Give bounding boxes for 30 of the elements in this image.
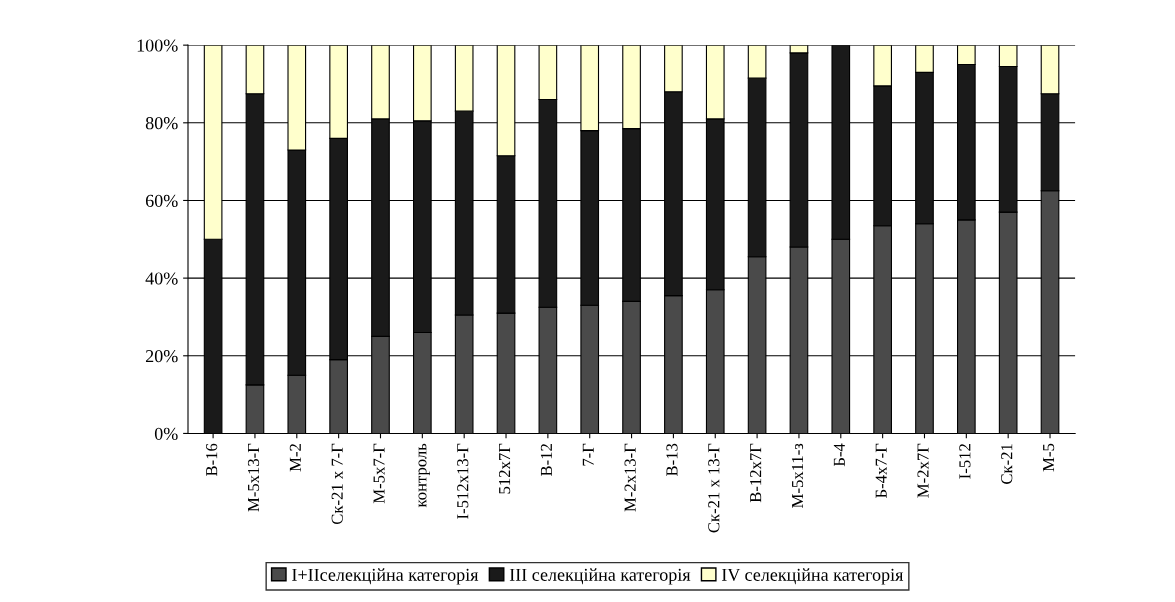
x-tick-label: М-5	[1043, 443, 1055, 472]
legend-label: ІV селекційна категорія	[721, 568, 904, 585]
y-tick-label: 80%	[145, 117, 178, 130]
x-tick-label: М-5х7-Г	[373, 443, 385, 504]
legend-label: І+ІІселекційна категорія	[292, 568, 479, 585]
y-tick-label: 100%	[137, 39, 178, 52]
x-tick-label: Ск-21 х 13-Г	[708, 443, 720, 533]
x-tick-label: І-512	[959, 444, 971, 479]
x-tick-label: М-2х13-Г	[624, 443, 636, 512]
x-tick-label: В-12	[540, 444, 552, 477]
x-tick-label: М-5х13-Г	[247, 443, 260, 512]
x-tick-label: В-12х7Г	[750, 443, 762, 503]
x-tick-label: контроль	[418, 443, 430, 508]
x-tick-label: М-2	[289, 444, 301, 472]
x-tick-label: М-5х11-з	[791, 443, 804, 508]
y-tick-label: 20%	[145, 350, 178, 363]
y-tick-label: 60%	[145, 194, 178, 207]
x-tick-label: В-13	[666, 443, 678, 477]
x-tick-label: 512х7Г	[499, 443, 511, 494]
x-tick-label: М-2х7Г	[917, 443, 929, 498]
x-tick-label: Б-4х7-Г	[875, 443, 887, 498]
x-tick-label: В-16	[206, 443, 218, 477]
x-tick-label: 7-Г	[582, 443, 594, 466]
x-tick-label: Ск-21 х 7-Г	[331, 443, 343, 525]
legend-label: ІІІ селекційна категорія	[509, 568, 691, 585]
y-tick-label: 40%	[145, 272, 178, 285]
x-tick-label: Б-4	[833, 443, 845, 467]
x-tick-label: І-512х13-Г	[457, 443, 469, 519]
y-tick-label: 0%	[154, 427, 178, 440]
x-tick-label: Ск-21	[1001, 444, 1013, 484]
